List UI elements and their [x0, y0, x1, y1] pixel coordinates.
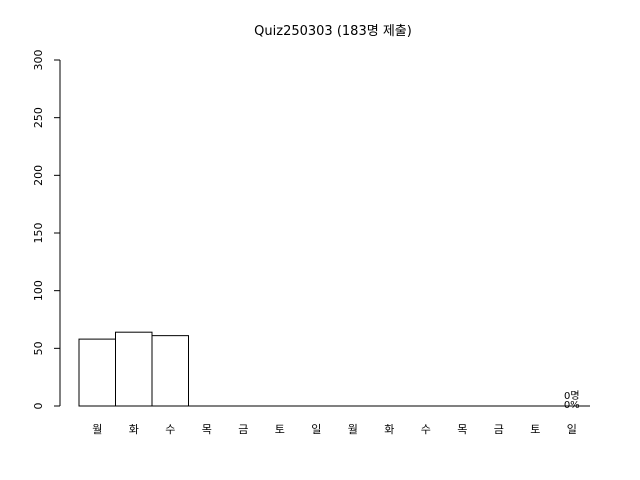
x-tick-label: 수	[421, 423, 431, 436]
bar	[151, 335, 189, 407]
x-tick-label: 금	[238, 423, 248, 436]
x-tick-label: 일	[567, 422, 577, 436]
y-tick-label: 200	[32, 165, 45, 186]
bar	[78, 338, 116, 407]
x-tick-label: 토	[530, 423, 540, 436]
y-axis: 0 50 100 150 200 250 300	[32, 50, 61, 410]
y-tick-label: 100	[32, 280, 45, 301]
chart-title: Quiz250303 (183명 제출)	[254, 24, 412, 39]
bar-annotation-label: 0%	[564, 400, 580, 411]
x-tick-label: 화	[129, 423, 139, 436]
x-tick-label: 화	[384, 423, 394, 436]
x-tick-label: 일	[311, 422, 321, 436]
y-tick-label: 150	[32, 223, 45, 244]
x-tick-label: 월	[92, 423, 102, 436]
bars	[78, 331, 189, 407]
x-tick-label: 목	[202, 423, 212, 436]
y-tick-label: 250	[32, 107, 45, 128]
y-tick-label: 50	[32, 341, 45, 355]
bar	[115, 331, 153, 407]
x-tick-label: 수	[165, 423, 175, 436]
x-tick-label: 목	[457, 423, 467, 436]
x-tick-label: 금	[494, 423, 504, 436]
annotations: 0명0%	[564, 390, 580, 411]
y-tick-label: 0	[32, 403, 45, 410]
x-tick-label: 월	[348, 423, 358, 436]
x-tick-label: 토	[275, 423, 285, 436]
bar-annotation-label: 0명	[564, 390, 580, 402]
y-tick-label: 300	[32, 50, 45, 71]
